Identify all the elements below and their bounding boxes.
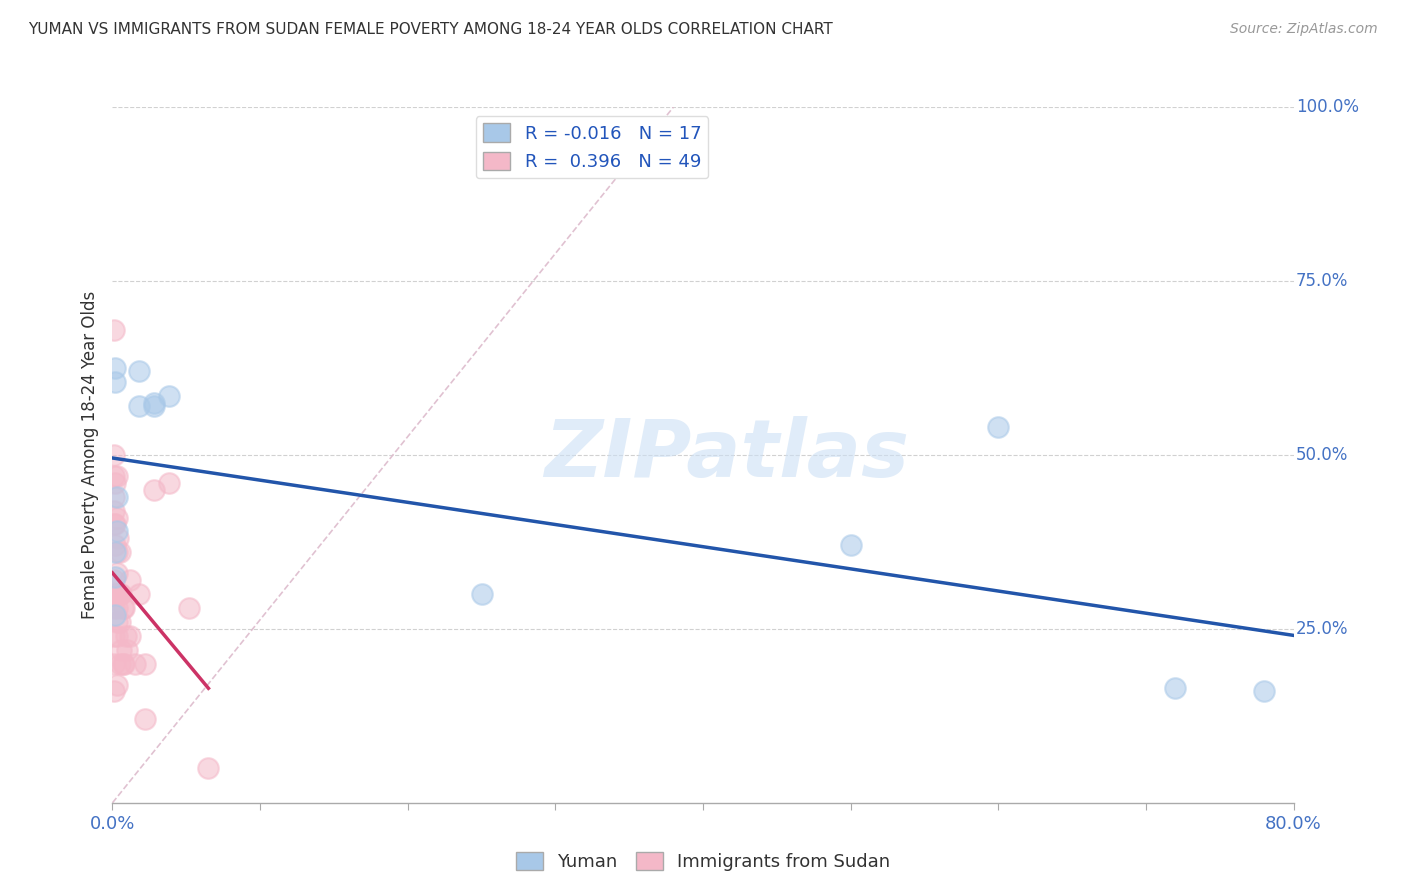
Point (142, 399, 165, 413)
Point (107, 532, 129, 546)
Point (142, 483, 165, 497)
Point (103, 490, 125, 504)
Point (108, 587, 131, 601)
Point (104, 545, 127, 559)
Text: Source: ZipAtlas.com: Source: ZipAtlas.com (1230, 22, 1378, 37)
Point (128, 587, 150, 601)
Point (104, 607, 127, 622)
Point (108, 615, 131, 629)
Text: 100.0%: 100.0% (1296, 98, 1358, 116)
Point (134, 657, 156, 671)
Point (104, 517, 127, 532)
Point (157, 389, 180, 403)
Point (104, 570, 127, 584)
Point (108, 545, 131, 559)
Point (839, 538, 862, 552)
Point (105, 629, 128, 643)
Point (107, 587, 129, 601)
Point (128, 364, 150, 378)
Point (104, 587, 127, 601)
Point (103, 601, 125, 615)
Point (103, 468, 125, 483)
Point (110, 642, 132, 657)
Point (111, 601, 134, 615)
Point (987, 420, 1010, 434)
Text: 25.0%: 25.0% (1296, 620, 1348, 638)
Point (103, 517, 125, 532)
Point (105, 587, 128, 601)
Point (105, 524, 128, 539)
Point (105, 545, 128, 559)
Point (104, 538, 127, 552)
Legend: Yuman, Immigrants from Sudan: Yuman, Immigrants from Sudan (509, 845, 897, 879)
Text: YUMAN VS IMMIGRANTS FROM SUDAN FEMALE POVERTY AMONG 18-24 YEAR OLDS CORRELATION : YUMAN VS IMMIGRANTS FROM SUDAN FEMALE PO… (28, 22, 832, 37)
Text: 75.0%: 75.0% (1296, 272, 1348, 290)
Point (179, 601, 201, 615)
Point (120, 629, 142, 643)
Point (117, 642, 138, 657)
Point (1164, 681, 1187, 695)
Point (197, 761, 219, 775)
Point (120, 573, 142, 587)
Point (124, 657, 146, 671)
Point (111, 657, 134, 671)
Point (103, 587, 125, 601)
Point (103, 629, 125, 643)
Point (105, 490, 128, 504)
Point (105, 615, 128, 629)
Point (114, 629, 136, 643)
Point (108, 657, 131, 671)
Text: ZIPatlas: ZIPatlas (544, 416, 910, 494)
Point (103, 503, 125, 517)
Point (112, 657, 135, 671)
Point (470, 587, 494, 601)
Point (103, 573, 125, 587)
Point (104, 475, 127, 490)
Text: 50.0%: 50.0% (1296, 446, 1348, 464)
Point (103, 684, 125, 698)
Point (104, 360, 127, 375)
Point (134, 712, 156, 726)
Point (103, 657, 125, 671)
Point (110, 587, 132, 601)
Point (105, 510, 128, 524)
Point (105, 468, 128, 483)
Point (104, 375, 127, 389)
Point (105, 566, 128, 581)
Legend: R = -0.016   N = 17, R =  0.396   N = 49: R = -0.016 N = 17, R = 0.396 N = 49 (475, 116, 709, 178)
Point (157, 475, 180, 490)
Y-axis label: Female Poverty Among 18-24 Year Olds: Female Poverty Among 18-24 Year Olds (80, 291, 98, 619)
Point (112, 601, 135, 615)
Point (103, 448, 125, 462)
Point (1253, 684, 1275, 698)
Point (142, 396, 165, 410)
Point (105, 601, 128, 615)
Point (103, 323, 125, 337)
Point (128, 399, 150, 413)
Point (105, 677, 128, 691)
